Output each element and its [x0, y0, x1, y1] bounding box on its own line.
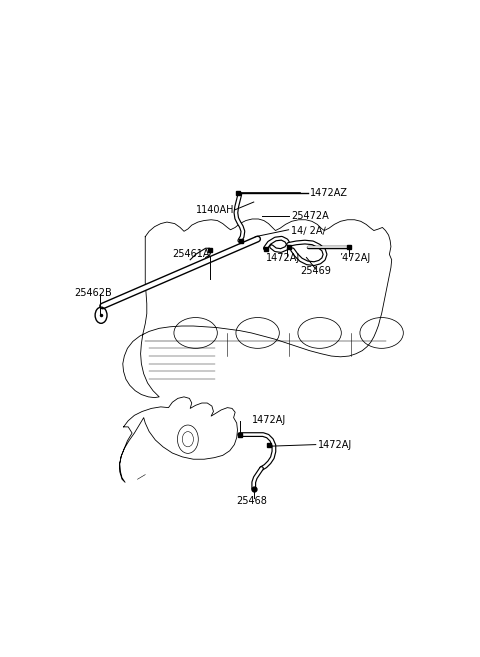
Text: 1472AJ: 1472AJ: [266, 253, 300, 263]
Text: ’472AJ: ’472AJ: [339, 253, 370, 263]
Text: 1472AJ: 1472AJ: [318, 440, 352, 449]
Text: 25469: 25469: [300, 266, 331, 277]
Text: 25468: 25468: [237, 496, 267, 506]
Text: 14∕ 2A∕: 14∕ 2A∕: [291, 225, 326, 235]
Text: 1472AJ: 1472AJ: [252, 415, 287, 425]
Text: 1472AZ: 1472AZ: [311, 188, 348, 198]
Text: 25472A: 25472A: [291, 211, 329, 221]
Text: 25461A: 25461A: [172, 250, 210, 260]
Text: 25462B: 25462B: [74, 288, 112, 298]
Text: 1140AH: 1140AH: [196, 205, 234, 215]
